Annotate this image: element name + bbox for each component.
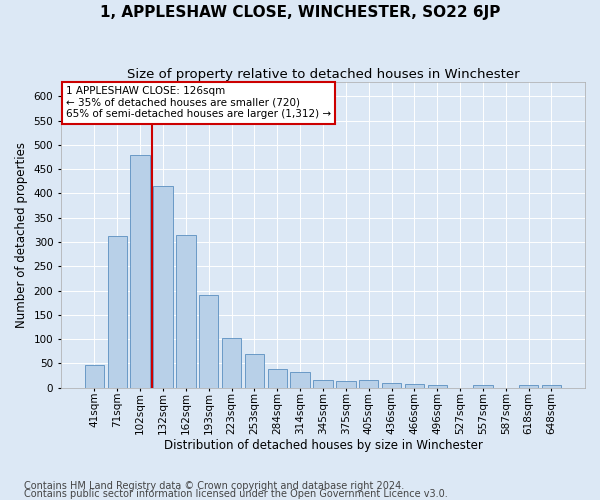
Bar (313, 380, 332, 388)
Bar (268, 368, 287, 388)
Bar (199, 296, 218, 388)
Bar (245, 354, 264, 388)
Text: 1 APPLESHAW CLOSE: 126sqm
← 35% of detached houses are smaller (720)
65% of semi: 1 APPLESHAW CLOSE: 126sqm ← 35% of detac… (66, 86, 331, 120)
Bar (154, 186, 173, 388)
Bar (428, 385, 447, 388)
Title: Size of property relative to detached houses in Winchester: Size of property relative to detached ho… (127, 68, 519, 80)
Text: 1, APPLESHAW CLOSE, WINCHESTER, SO22 6JP: 1, APPLESHAW CLOSE, WINCHESTER, SO22 6JP (100, 5, 500, 20)
Bar (519, 385, 538, 388)
Bar (130, 154, 150, 388)
Text: Contains public sector information licensed under the Open Government Licence v3: Contains public sector information licen… (24, 489, 448, 499)
X-axis label: Distribution of detached houses by size in Winchester: Distribution of detached houses by size … (164, 440, 482, 452)
Bar (359, 380, 379, 388)
Text: Contains HM Land Registry data © Crown copyright and database right 2024.: Contains HM Land Registry data © Crown c… (24, 481, 404, 491)
Bar (107, 236, 127, 388)
Bar (404, 384, 424, 388)
Bar (222, 338, 241, 388)
Bar (542, 385, 561, 388)
Bar (336, 382, 356, 388)
Bar (473, 385, 493, 388)
Bar (290, 372, 310, 388)
Bar (85, 365, 104, 388)
Bar (382, 383, 401, 388)
Y-axis label: Number of detached properties: Number of detached properties (15, 142, 28, 328)
Bar (176, 234, 196, 388)
